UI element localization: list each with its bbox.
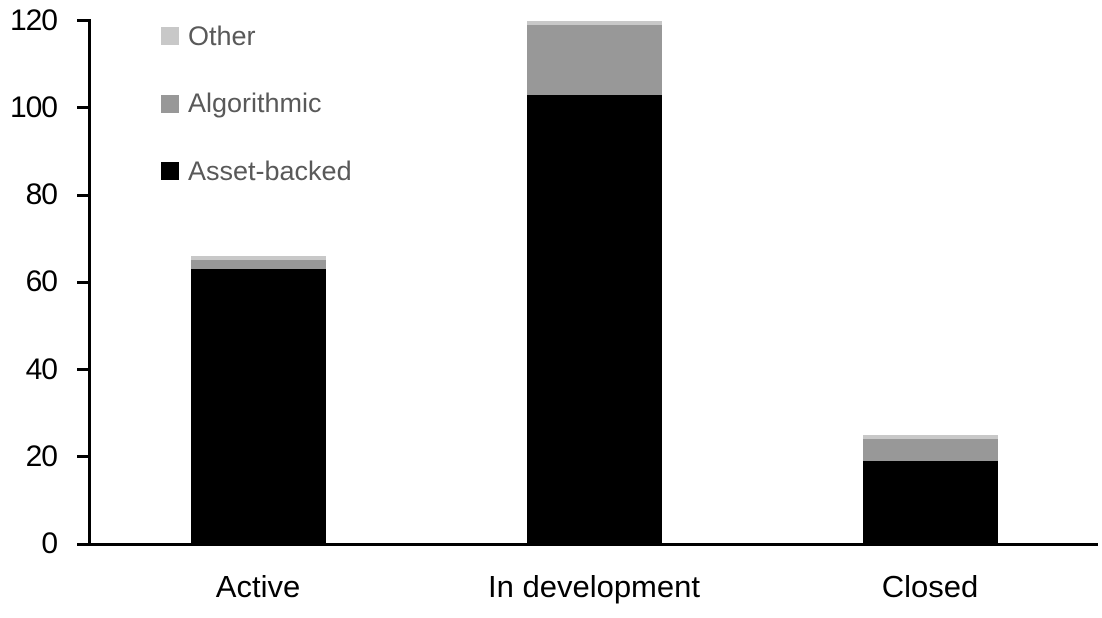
bar-segment-other (526, 20, 662, 25)
legend-item-other: Other (161, 22, 256, 49)
bar-segment-asset-backed (526, 94, 662, 544)
y-tick-label: 80 (25, 178, 58, 211)
y-tick-mark (77, 106, 90, 110)
y-tick-mark (77, 368, 90, 371)
bar-segment-algorithmic (526, 24, 662, 95)
bar-segment-asset-backed (862, 461, 998, 544)
y-tick-mark (77, 19, 90, 22)
legend-item-algorithmic: Algorithmic (161, 90, 322, 117)
legend-swatch-icon (161, 94, 179, 113)
legend-label: Other (188, 20, 256, 51)
legend-item-asset-backed: Asset-backed (161, 157, 352, 184)
bar-segment-algorithmic (190, 260, 326, 270)
y-tick-label: 120 (9, 3, 58, 37)
x-axis-line (77, 542, 1098, 546)
x-category-label: In development (488, 569, 700, 604)
legend-swatch-icon (161, 27, 179, 45)
legend-label: Algorithmic (188, 88, 322, 118)
y-tick-mark (77, 193, 90, 197)
y-tick-label: 20 (25, 439, 58, 473)
legend-label: Asset-backed (188, 155, 352, 186)
bar-segment-algorithmic (862, 439, 998, 462)
y-tick-mark (77, 455, 90, 459)
bar-segment-other (190, 256, 326, 261)
bar-segment-asset-backed (190, 269, 326, 544)
y-tick-label: 0 (41, 527, 58, 560)
y-axis-line (88, 19, 91, 546)
y-tick-label: 100 (9, 90, 58, 124)
y-tick-label: 60 (25, 265, 58, 299)
legend-swatch-icon (161, 162, 179, 180)
y-tick-label: 40 (25, 352, 58, 386)
y-tick-mark (77, 280, 90, 284)
bar-segment-other (862, 434, 998, 440)
x-category-label: Active (215, 569, 301, 604)
x-category-label: Closed (881, 569, 979, 604)
